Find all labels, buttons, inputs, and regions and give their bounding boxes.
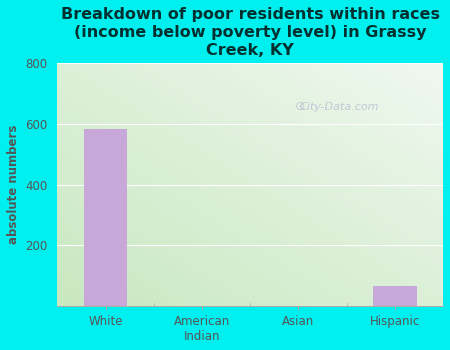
Bar	[84, 128, 127, 306]
Y-axis label: absolute numbers: absolute numbers	[7, 125, 20, 244]
Text: City-Data.com: City-Data.com	[299, 102, 379, 112]
Bar	[373, 286, 417, 306]
Title: Breakdown of poor residents within races
(income below poverty level) in Grassy
: Breakdown of poor residents within races…	[61, 7, 440, 58]
Text: ⊙: ⊙	[295, 100, 306, 113]
